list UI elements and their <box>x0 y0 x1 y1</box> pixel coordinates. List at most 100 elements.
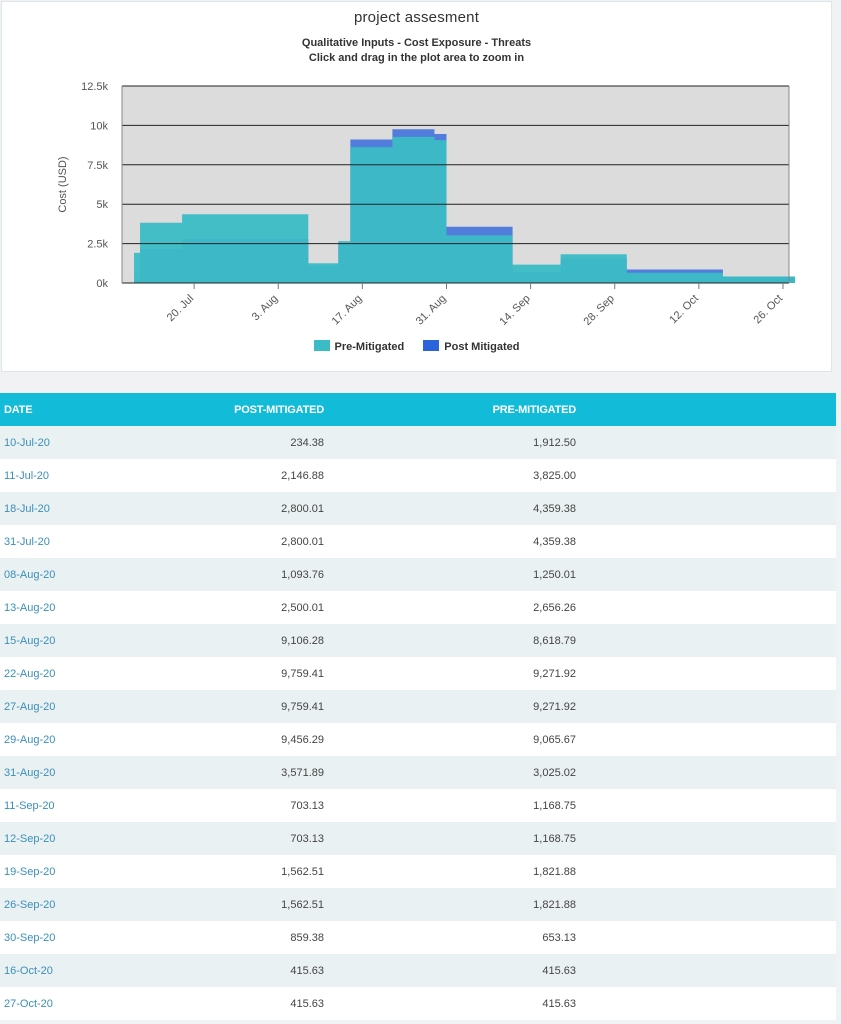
cell-date[interactable]: 29-Aug-20 <box>0 723 200 756</box>
column-header-pre-mitigated[interactable]: PRE-MITIGATED <box>328 393 578 426</box>
cell-spacer <box>578 723 836 756</box>
table-header: DATE POST-MITIGATED PRE-MITIGATED <box>0 393 836 426</box>
cell-post-mitigated: 9,456.29 <box>200 723 328 756</box>
legend-label-post-mitigated: Post Mitigated <box>444 341 520 353</box>
y-tick-label: 10k <box>90 120 108 132</box>
cell-date[interactable]: 22-Aug-20 <box>0 657 200 690</box>
column-header-post-mitigated[interactable]: POST-MITIGATED <box>200 393 328 426</box>
x-tick-label: 12. Oct <box>667 293 701 327</box>
x-tick-label: 3. Aug <box>250 293 281 324</box>
legend-swatch-post-mitigated <box>423 340 440 351</box>
cell-date[interactable]: 13-Aug-20 <box>0 591 200 624</box>
cell-post-mitigated: 234.38 <box>200 426 328 459</box>
x-tick-label: 17. Aug <box>330 293 365 328</box>
cell-spacer <box>578 822 836 855</box>
y-tick-label: 7.5k <box>87 160 108 172</box>
table-row: 27-Oct-20 415.63 415.63 <box>0 987 836 1020</box>
cell-pre-mitigated: 1,250.01 <box>328 558 578 591</box>
cell-date[interactable]: 27-Oct-20 <box>0 987 200 1020</box>
cell-spacer <box>578 855 836 888</box>
legend-item-post-mitigated[interactable]: Post Mitigated <box>423 340 519 353</box>
cell-date[interactable]: 18-Jul-20 <box>0 492 200 525</box>
cell-date[interactable]: 26-Sep-20 <box>0 888 200 921</box>
table-row: 31-Aug-20 3,571.89 3,025.02 <box>0 756 836 789</box>
table-row: 31-Jul-20 2,800.01 4,359.38 <box>0 525 836 558</box>
cell-post-mitigated: 859.38 <box>200 921 328 954</box>
y-tick-label: 5k <box>96 199 108 211</box>
chart-subtitle: Qualitative Inputs - Cost Exposure - Thr… <box>301 37 532 49</box>
table-row: 11-Jul-20 2,146.88 3,825.00 <box>0 459 836 492</box>
cell-spacer <box>578 954 836 987</box>
table-row: 27-Aug-20 9,759.41 9,271.92 <box>0 690 836 723</box>
cell-post-mitigated: 2,800.01 <box>200 525 328 558</box>
cell-spacer <box>578 492 836 525</box>
table-row: 10-Jul-20 234.38 1,912.50 <box>0 426 836 459</box>
x-tick-label: 28. Sep <box>582 293 617 328</box>
table-body: 10-Jul-20 234.38 1,912.50 11-Jul-20 2,146.88… <box>0 426 836 1020</box>
table-row: 30-Sep-20 859.38 653.13 <box>0 921 836 954</box>
cell-spacer <box>578 789 836 822</box>
legend-label-pre-mitigated: Pre-Mitigated <box>334 341 405 353</box>
y-tick-label: 2.5k <box>87 239 108 251</box>
cell-pre-mitigated: 1,168.75 <box>328 822 578 855</box>
y-axis-label: Cost (USD) <box>57 156 69 212</box>
column-header-date[interactable]: DATE <box>0 393 200 426</box>
chart-panel: project assesment Qualitative Inputs - C… <box>1 1 832 372</box>
cell-pre-mitigated: 653.13 <box>328 921 578 954</box>
cell-spacer <box>578 888 836 921</box>
cell-date[interactable]: 27-Aug-20 <box>0 690 200 723</box>
cell-spacer <box>578 987 836 1020</box>
cell-pre-mitigated: 9,065.67 <box>328 723 578 756</box>
y-tick-label: 0k <box>96 278 108 290</box>
series-area-pre-mitigated[interactable] <box>134 136 796 283</box>
cell-pre-mitigated: 1,168.75 <box>328 789 578 822</box>
cell-pre-mitigated: 3,025.02 <box>328 756 578 789</box>
data-table: DATE POST-MITIGATED PRE-MITIGATED 10-Jul… <box>0 393 836 1020</box>
x-tick-label: 31. Aug <box>414 293 449 328</box>
cell-date[interactable]: 16-Oct-20 <box>0 954 200 987</box>
cell-post-mitigated: 415.63 <box>200 987 328 1020</box>
table-row: 19-Sep-20 1,562.51 1,821.88 <box>0 855 836 888</box>
cell-post-mitigated: 703.13 <box>200 822 328 855</box>
cell-date[interactable]: 11-Sep-20 <box>0 789 200 822</box>
cell-spacer <box>578 690 836 723</box>
cell-pre-mitigated: 4,359.38 <box>328 525 578 558</box>
cell-post-mitigated: 9,759.41 <box>200 690 328 723</box>
chart-zoom-hint: Click and drag in the plot area to zoom … <box>308 52 525 64</box>
cell-date[interactable]: 12-Sep-20 <box>0 822 200 855</box>
cell-date[interactable]: 08-Aug-20 <box>0 558 200 591</box>
cell-pre-mitigated: 415.63 <box>328 954 578 987</box>
column-header-spacer <box>578 393 836 426</box>
cell-spacer <box>578 921 836 954</box>
cell-pre-mitigated: 9,271.92 <box>328 657 578 690</box>
cell-date[interactable]: 10-Jul-20 <box>0 426 200 459</box>
cell-post-mitigated: 703.13 <box>200 789 328 822</box>
table-row: 29-Aug-20 9,456.29 9,065.67 <box>0 723 836 756</box>
cell-date[interactable]: 31-Aug-20 <box>0 756 200 789</box>
cell-post-mitigated: 2,146.88 <box>200 459 328 492</box>
legend-item-pre-mitigated[interactable]: Pre-Mitigated <box>313 340 405 353</box>
table-row: 11-Sep-20 703.13 1,168.75 <box>0 789 836 822</box>
table-row: 13-Aug-20 2,500.01 2,656.26 <box>0 591 836 624</box>
chart-legend: Pre-Mitigated Post Mitigated <box>2 340 831 353</box>
x-tick-label: 14. Sep <box>497 293 532 328</box>
cell-date[interactable]: 31-Jul-20 <box>0 525 200 558</box>
chart-title: project assesment <box>353 9 480 26</box>
cell-date[interactable]: 30-Sep-20 <box>0 921 200 954</box>
table-row: 16-Oct-20 415.63 415.63 <box>0 954 836 987</box>
chart-area[interactable]: 0k 2.5k 5k 7.5k 10k 12.5k 20. Jul 3. Aug 17. Aug… <box>2 2 833 373</box>
cell-spacer <box>578 459 836 492</box>
table-row: 08-Aug-20 1,093.76 1,250.01 <box>0 558 836 591</box>
table-row: 18-Jul-20 2,800.01 4,359.38 <box>0 492 836 525</box>
table-header-row: DATE POST-MITIGATED PRE-MITIGATED <box>0 393 836 426</box>
cell-date[interactable]: 15-Aug-20 <box>0 624 200 657</box>
cell-pre-mitigated: 415.63 <box>328 987 578 1020</box>
cell-pre-mitigated: 9,271.92 <box>328 690 578 723</box>
cell-pre-mitigated: 2,656.26 <box>328 591 578 624</box>
cell-date[interactable]: 19-Sep-20 <box>0 855 200 888</box>
cell-post-mitigated: 2,800.01 <box>200 492 328 525</box>
cell-post-mitigated: 1,093.76 <box>200 558 328 591</box>
cell-date[interactable]: 11-Jul-20 <box>0 459 200 492</box>
cell-spacer <box>578 624 836 657</box>
cell-spacer <box>578 756 836 789</box>
